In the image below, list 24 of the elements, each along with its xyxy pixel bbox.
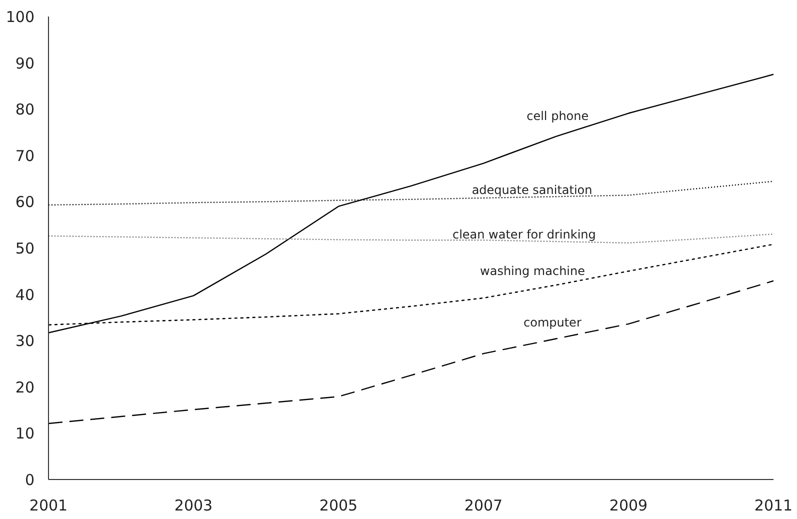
x-tick-label: 2001: [29, 496, 68, 514]
x-tick-label: 2003: [174, 496, 213, 514]
annotation: cell phone: [526, 108, 589, 123]
line-series: [48, 74, 774, 334]
y-tick-label: 0: [24, 471, 35, 489]
x-tick-label: 2011: [754, 496, 793, 514]
y-tick-label: 100: [6, 8, 35, 26]
annotation: adequate sanitation: [472, 183, 592, 198]
x-tick-label: 2007: [464, 496, 503, 514]
line-series: [48, 280, 774, 424]
y-tick-label: 90: [15, 54, 35, 72]
y-tick-label: 30: [15, 332, 35, 350]
x-tick-label: 2009: [609, 496, 648, 514]
annotation: computer: [524, 315, 582, 330]
y-tick-label: 80: [15, 100, 35, 119]
y-tick-label: 20: [15, 378, 35, 396]
y-tick-label: 60: [15, 193, 35, 212]
annotation: washing machine: [480, 264, 586, 278]
annotation: clean water for drinking: [452, 228, 596, 242]
y-tick-label: 40: [15, 286, 35, 304]
x-tick-label: 2005: [319, 496, 358, 514]
y-tick-label: 70: [15, 146, 35, 165]
y-tick-label: 50: [15, 240, 35, 258]
y-tick-label: 10: [15, 424, 35, 443]
